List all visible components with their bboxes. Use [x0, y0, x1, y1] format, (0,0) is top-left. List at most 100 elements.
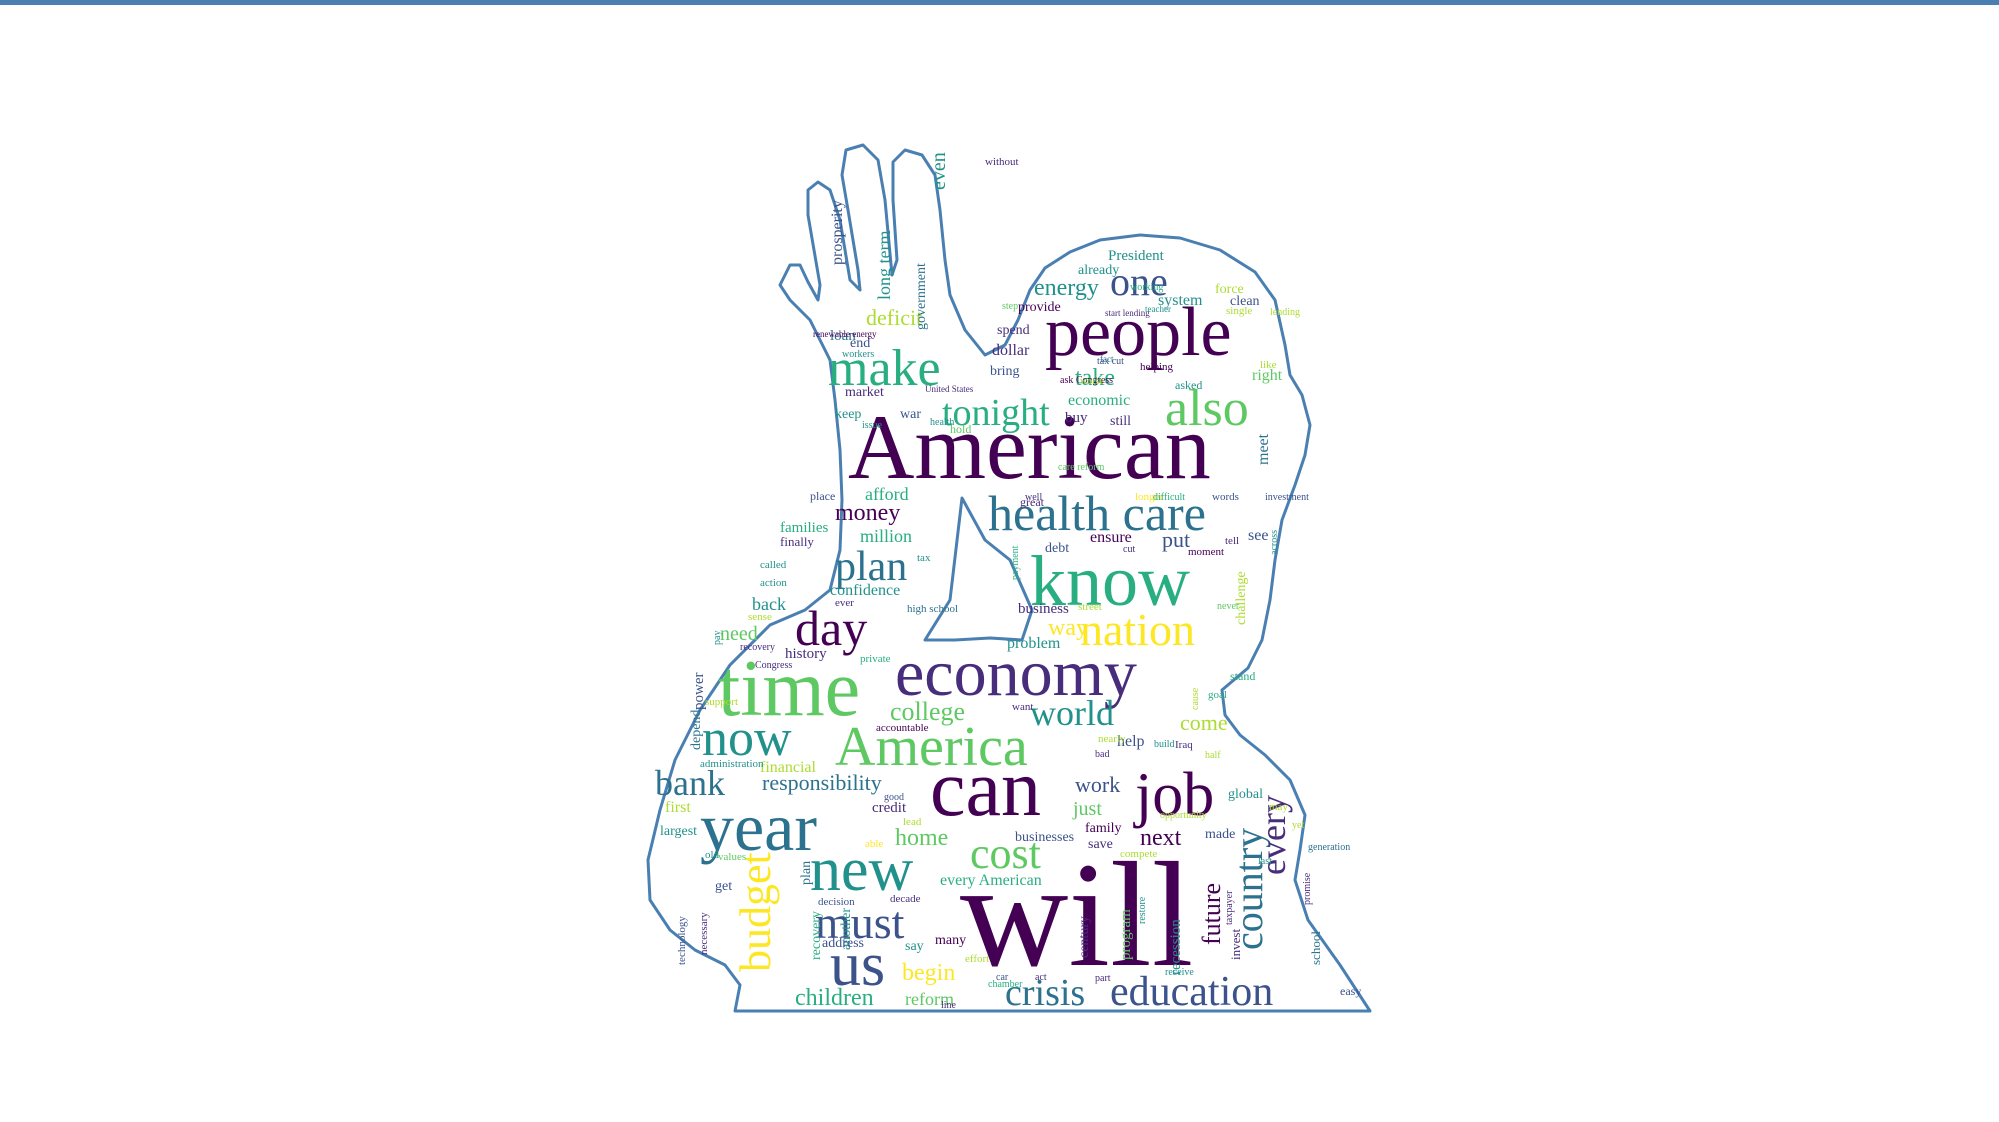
cloud-word: called	[760, 559, 787, 571]
cloud-word: decision	[818, 896, 855, 908]
cloud-word: budget	[731, 852, 780, 972]
cloud-word: high school	[907, 603, 958, 615]
cloud-word: restore	[1137, 896, 1148, 924]
cloud-word: President	[1108, 248, 1165, 264]
cloud-word: act	[1035, 972, 1047, 983]
cloud-word: education	[1110, 969, 1273, 1015]
cloud-word: bank	[655, 763, 725, 803]
cloud-word: generation	[1308, 842, 1350, 853]
cloud-word: power	[691, 673, 707, 711]
cloud-word: job	[1133, 761, 1214, 829]
cloud-word: just	[1072, 798, 1102, 820]
cloud-word: hold	[950, 422, 971, 436]
cloud-word: global	[1228, 787, 1263, 802]
cloud-word: care reform	[1058, 462, 1105, 473]
cloud-word: issue	[862, 420, 883, 431]
hand-head-silhouette-outline	[646, 143, 1372, 1013]
cloud-word: dollar	[992, 342, 1030, 359]
cloud-word: build	[1154, 739, 1175, 750]
cloud-word: depend	[689, 710, 704, 750]
cloud-word: world	[1030, 693, 1114, 733]
cloud-word: market	[845, 385, 884, 400]
words-layer: American will know people economy time year can…	[655, 152, 1361, 1015]
cloud-word: bad	[1095, 749, 1109, 760]
cloud-word: worse	[1080, 376, 1104, 387]
cloud-word: without	[985, 156, 1019, 168]
cloud-word: home	[895, 825, 948, 851]
cloud-word: help	[1117, 733, 1145, 750]
cloud-word: right	[1252, 367, 1283, 384]
cloud-word: put	[1162, 527, 1190, 552]
cloud-word: spend	[997, 323, 1030, 338]
cloud-word: prosperity	[829, 200, 846, 265]
cloud-word: us	[830, 931, 885, 999]
cloud-word: line	[941, 1000, 957, 1011]
cloud-word: college	[890, 697, 965, 726]
cloud-word: asked	[1175, 378, 1202, 392]
cloud-word: lending	[1270, 307, 1300, 318]
cloud-word: recession	[1168, 919, 1184, 975]
cloud-word: end	[850, 336, 870, 351]
cloud-word: already	[1078, 263, 1119, 278]
cloud-word: across	[1269, 530, 1280, 555]
cloud-word: work	[1075, 772, 1120, 797]
cloud-word: never	[1217, 601, 1240, 612]
cloud-word: necessary	[698, 912, 710, 955]
cloud-word: day	[795, 600, 867, 656]
cloud-word: say	[905, 939, 924, 954]
cloud-word: cost	[970, 829, 1041, 878]
cloud-word: ever	[835, 597, 854, 609]
cloud-word: million	[860, 526, 912, 546]
cloud-word: investment	[1265, 492, 1309, 503]
cloud-word: chamber	[988, 979, 1023, 990]
cloud-word: private	[860, 653, 891, 665]
cloud-word: now	[702, 710, 792, 767]
cloud-word: taxpayer	[1224, 890, 1235, 925]
cloud-word: compete	[1120, 848, 1157, 860]
cloud-word: force	[1215, 282, 1244, 297]
cloud-word: yet	[1292, 820, 1304, 831]
cloud-word: tax	[917, 552, 931, 564]
cloud-word: system	[1158, 292, 1203, 309]
cloud-word: deficit	[866, 305, 922, 330]
cloud-word: stand	[1230, 669, 1255, 683]
cloud-word: keep	[835, 407, 861, 422]
cloud-word: economic	[1068, 392, 1130, 409]
cloud-word: United States	[925, 384, 974, 394]
cloud-word: crisis	[1005, 972, 1085, 1014]
cloud-word: nation	[1080, 604, 1195, 655]
cloud-word: clean	[1230, 294, 1260, 309]
cloud-word: take	[1075, 365, 1115, 391]
cloud-word: even	[928, 152, 950, 190]
cloud-word: cut	[1123, 544, 1135, 555]
cloud-word: first	[665, 799, 691, 816]
cloud-word: street	[1078, 601, 1102, 613]
cloud-word: another	[839, 908, 854, 950]
cloud-word: workers	[842, 349, 874, 360]
cloud-word: financial	[760, 759, 817, 776]
cloud-word: family	[1085, 821, 1122, 836]
cloud-word: challenge	[1234, 571, 1249, 625]
cloud-word: economy	[895, 637, 1137, 710]
cloud-word: make	[828, 340, 941, 397]
cloud-word: difficult	[1153, 492, 1185, 503]
cloud-word: plan	[835, 544, 907, 590]
cloud-word: need	[720, 623, 758, 645]
cloud-word: may	[1269, 801, 1288, 813]
cloud-word: Congress	[755, 660, 792, 671]
cloud-word: renewable energy	[813, 329, 877, 339]
cloud-word: school	[1308, 931, 1323, 965]
cloud-word: many	[935, 933, 966, 948]
cloud-word: opportunity	[1160, 810, 1207, 821]
cloud-word: families	[780, 520, 828, 536]
cloud-word: people	[1045, 294, 1232, 371]
cloud-word: can	[930, 745, 1041, 833]
cloud-word: finally	[780, 534, 814, 549]
cloud-word: tell	[1225, 535, 1239, 547]
cloud-word: single	[1226, 305, 1252, 317]
cloud-word: last	[1258, 856, 1272, 867]
cloud-word: will	[960, 832, 1193, 998]
cloud-word: American	[848, 396, 1211, 498]
cloud-word: credit	[872, 800, 907, 816]
cloud-word: bring	[990, 364, 1020, 379]
